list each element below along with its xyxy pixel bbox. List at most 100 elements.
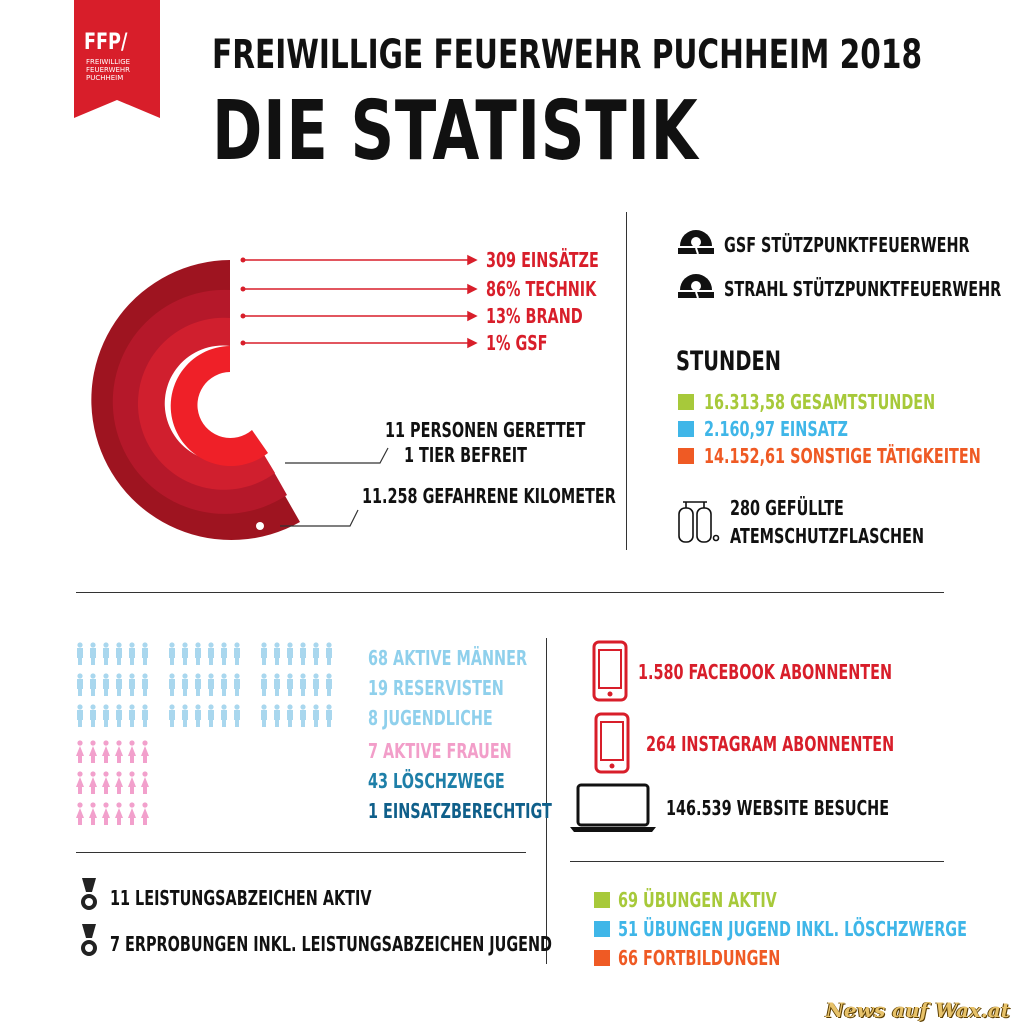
ffp-logo: FFP/ FREIWILLIGE FEUERWEHR PUCHHEIM [74,0,160,118]
man-icon [169,642,175,665]
man-icon [182,673,188,696]
woman-icon [102,802,110,825]
einsaetze-arrows [240,254,478,349]
divider-right-bottom [570,861,944,862]
man-icon [287,642,293,665]
einsaetze-technik: 86% TECHNIK [486,277,597,301]
medal-icon [81,878,97,910]
man-icon [234,704,240,727]
smartphone-icon [592,640,628,702]
legend-square-green [678,394,694,410]
man-icon [208,642,214,665]
woman-icon [89,771,97,794]
legend-square-blue [594,921,610,937]
man-icon [103,642,109,665]
facebook-abonnenten: 1.580 FACEBOOK ABONNENTEN [638,660,892,684]
einsaetze-brand: 13% BRAND [486,304,583,328]
man-icon [116,673,122,696]
man-icon [116,642,122,665]
air-tank-icon [678,501,720,543]
man-icon [234,673,240,696]
callout-lines [280,447,389,527]
man-icon [77,642,83,665]
strahl-stuetzpunkt: STRAHL STÜTZPUNKTFEUERWEHR [724,277,1002,301]
man-icon [77,704,83,727]
man-icon [103,673,109,696]
instagram-abonnenten: 264 INSTAGRAM ABONNENTEN [646,732,895,756]
kilometers: 11.258 GEFAHRENE KILOMETER [362,484,616,508]
woman-icon [76,771,84,794]
man-icon [313,673,319,696]
man-icon [300,704,306,727]
loeschzwerge: 43 LÖSCHZWEGE [368,769,505,793]
logo-subtext: FREIWILLIGE FEUERWEHR PUCHHEIM [86,58,131,82]
page-subtitle: DIE STATISTIK [212,84,699,179]
fortbildungen: 66 FORTBILDUNGEN [618,946,781,970]
man-icon [221,642,227,665]
man-icon [300,673,306,696]
uebungen-jugend: 51 ÜBUNGEN JUGEND INKL. LÖSCHZWERGE [618,917,967,941]
gesamtstunden: 16.313,58 GESAMTSTUNDEN [704,390,936,414]
man-icon [313,642,319,665]
man-icon [326,704,332,727]
woman-icon [76,740,84,763]
man-icon [195,673,201,696]
man-icon [169,704,175,727]
jugendliche: 8 JUGENDLICHE [368,706,493,730]
atemschutz-line1: 280 GEFÜLLTE [730,496,844,520]
man-icon [234,642,240,665]
man-icon [142,704,148,727]
woman-icon [115,802,123,825]
man-icon [195,642,201,665]
man-icon [208,704,214,727]
man-icon [261,642,267,665]
man-icon [182,642,188,665]
man-icon [326,673,332,696]
man-icon [77,673,83,696]
man-icon [116,704,122,727]
woman-icon [128,802,136,825]
woman-icon [141,740,149,763]
divider-horizontal [76,592,944,593]
man-icon [103,704,109,727]
aktive-maenner: 68 AKTIVE MÄNNER [368,646,528,670]
smartphone-icon [594,712,630,774]
man-icon [169,673,175,696]
man-icon [90,673,96,696]
woman-icon [89,740,97,763]
woman-icon [76,802,84,825]
logo-text: FFP/ [84,30,128,55]
legend-square-blue [678,421,694,437]
man-icon [274,704,280,727]
uebungen-aktiv: 69 ÜBUNGEN AKTIV [618,888,777,912]
man-icon [261,704,267,727]
siren-icon [678,274,714,299]
rescue-animal: 1 TIER BEFREIT [404,443,527,467]
divider-vertical-top [626,212,627,550]
woman-icon [115,771,123,794]
einsatzberechtigt: 1 EINSATZBERECHTIGT [368,799,552,823]
woman-icon [115,740,123,763]
man-icon [221,704,227,727]
man-icon [182,704,188,727]
man-icon [90,642,96,665]
medal-icon [81,924,97,956]
page-title: FREIWILLIGE FEUERWEHR PUCHHEIM 2018 [212,32,923,78]
legend-square-orange [678,448,694,464]
man-icon [261,673,267,696]
man-icon [221,673,227,696]
woman-icon [128,740,136,763]
woman-icon [141,802,149,825]
laptop-icon [570,783,656,832]
leistungsabzeichen-aktiv: 11 LEISTUNGSABZEICHEN AKTIV [110,886,372,910]
einsaetze-total: 309 EINSÄTZE [486,248,599,272]
man-icon [274,673,280,696]
watermark: News auf Wax.at [825,998,1010,1022]
divider-left-bottom [76,852,526,853]
erprobungen-jugend: 7 ERPROBUNGEN INKL. LEISTUNGSABZEICHEN J… [110,932,553,956]
legend-square-orange [594,950,610,966]
woman-icon [89,802,97,825]
man-icon [287,704,293,727]
man-icon [287,673,293,696]
atemschutz-line2: ATEMSCHUTZFLASCHEN [730,524,925,548]
